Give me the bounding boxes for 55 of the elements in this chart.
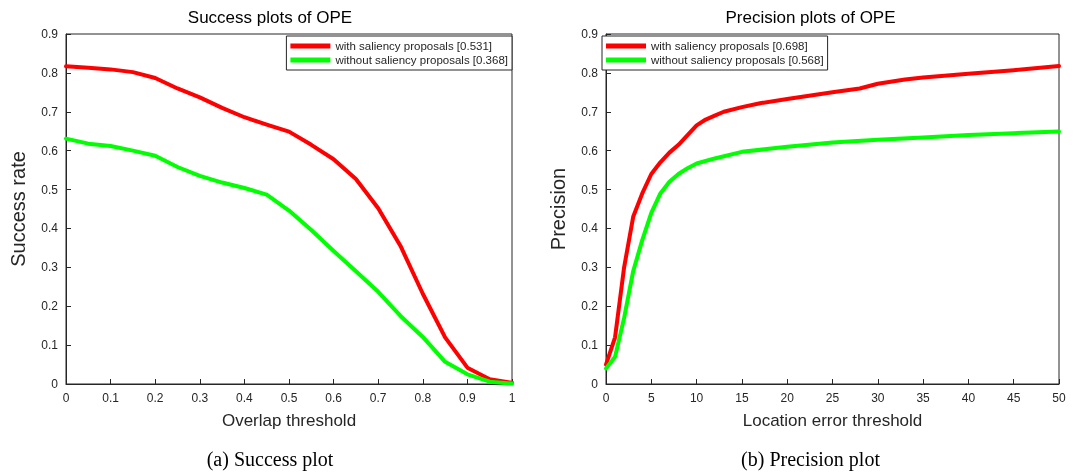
x-tick-label: 0.3 [191, 391, 209, 405]
x-tick-label: 15 [735, 391, 749, 405]
y-tick-label: 0.6 [581, 143, 599, 158]
legend-label: with saliency proposals [0.698] [650, 40, 808, 52]
x-tick-label: 0 [62, 391, 70, 405]
x-tick-label: 5 [647, 391, 655, 405]
legend-label: without saliency proposals [0.368] [334, 54, 509, 66]
y-tick-label: 0.4 [41, 221, 59, 236]
y-tick-label: 0.9 [581, 27, 599, 41]
x-tick-label: 50 [1052, 391, 1066, 405]
y-tick-label: 0.3 [41, 260, 59, 275]
x-tick-label: 10 [689, 391, 704, 405]
chart-title: Success plots of OPE [187, 8, 353, 27]
y-tick-label: 0.7 [41, 104, 59, 119]
x-tick-label: 0.7 [369, 391, 387, 405]
x-tick-label: 0.5 [280, 391, 298, 405]
x-tick-label: 30 [871, 391, 885, 405]
y-tick-label: 0.7 [581, 104, 599, 119]
y-tick-label: 0.8 [41, 65, 59, 80]
x-tick-label: 0.1 [102, 391, 120, 405]
legend-label: with saliency proposals [0.531] [334, 40, 493, 52]
y-tick-label: 0.9 [41, 27, 59, 41]
x-tick-label: 0 [602, 391, 610, 405]
x-tick-label: 0.9 [459, 391, 477, 405]
x-tick-label: 25 [825, 391, 840, 405]
text: (b) Precision plot [741, 448, 881, 471]
x-axis-title: Overlap threshold [221, 411, 357, 430]
x-tick-label: 40 [961, 391, 976, 405]
x-tick-label: 35 [916, 391, 931, 405]
y-axis-title: Precision [547, 167, 569, 251]
y-tick-label: 0 [591, 377, 599, 391]
y-tick-label: 0.2 [581, 299, 599, 314]
y-tick-label: 0 [51, 377, 59, 391]
chart-title: Precision plots of OPE [725, 8, 896, 27]
y-tick-label: 0.1 [581, 338, 599, 353]
y-tick-label: 0.5 [581, 182, 599, 197]
x-tick-label: 0.8 [414, 391, 432, 405]
line-series [604, 129, 1061, 371]
y-tick-label: 0.3 [581, 260, 599, 275]
y-tick-label: 0.8 [581, 65, 599, 80]
x-tick-label: 0.6 [325, 391, 343, 405]
text: (a) Success plot [206, 448, 334, 471]
y-tick-label: 0.6 [41, 143, 59, 158]
legend-label: without saliency proposals [0.568] [650, 54, 824, 66]
y-axis-title: Success rate [7, 151, 29, 267]
y-tick-label: 0.5 [41, 182, 59, 197]
x-tick-label: 45 [1007, 391, 1021, 405]
y-tick-label: 0.2 [41, 299, 59, 314]
x-axis-title: Location error threshold [742, 411, 923, 430]
y-tick-label: 0.1 [41, 338, 59, 353]
x-tick-label: 20 [780, 391, 795, 405]
x-tick-label: 0.4 [236, 391, 254, 405]
x-tick-label: 0.2 [146, 391, 164, 405]
y-tick-label: 0.4 [581, 221, 599, 236]
x-tick-label: 1 [508, 391, 516, 405]
